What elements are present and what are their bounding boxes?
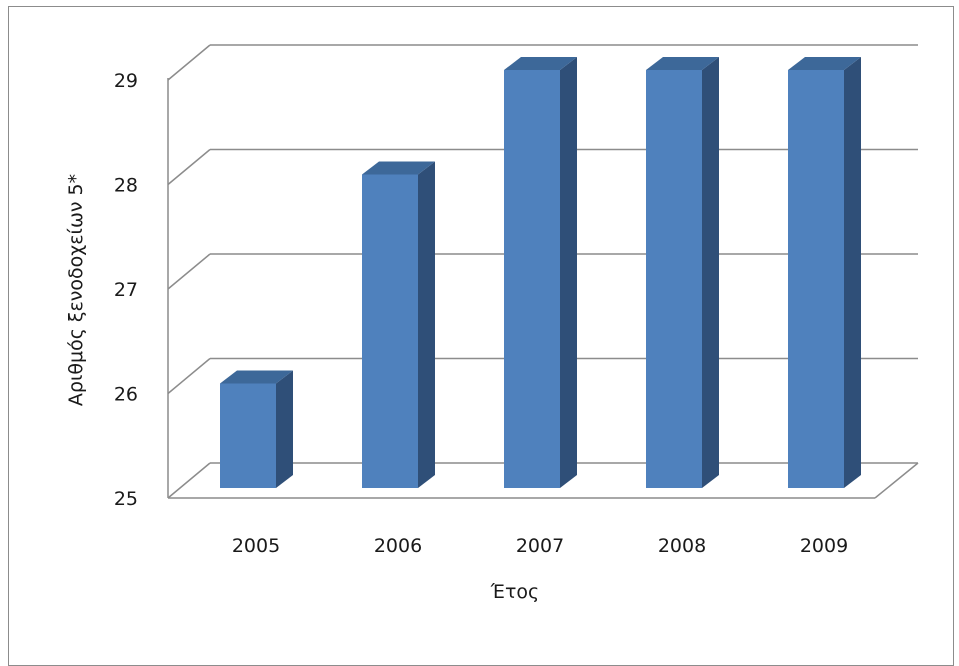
x-tick-label: 2009 (800, 535, 848, 557)
bar (220, 370, 293, 488)
bar-front (362, 174, 418, 488)
bar-front (788, 70, 844, 488)
bar-top (788, 57, 861, 70)
gridline-side (167, 148, 211, 186)
gridline-side (167, 357, 211, 395)
bar-front (220, 383, 276, 488)
bar (504, 57, 577, 488)
y-tick-label: 28 (114, 175, 138, 197)
ticks-layer: 25 26 27 28 29 2005 2006 2007 2008 2009 (114, 70, 848, 557)
y-tick-label: 27 (114, 279, 138, 301)
bar (788, 57, 861, 488)
bars-layer (220, 57, 861, 488)
bar (362, 161, 435, 488)
bar-side (418, 161, 435, 488)
bar-top (362, 161, 435, 175)
bar-top (504, 57, 577, 70)
bar-side (560, 57, 577, 488)
bar-side (702, 57, 719, 488)
bar-front (646, 70, 702, 488)
gridline-side (167, 253, 211, 290)
y-tick-label: 29 (114, 70, 138, 92)
x-tick-label: 2006 (374, 535, 422, 557)
gridline-side (167, 44, 211, 81)
floor-right-edge (874, 462, 919, 499)
y-tick-label: 25 (114, 488, 138, 510)
x-tick-label: 2008 (658, 535, 706, 557)
y-axis-title: Αριθμός ξενοδοχείων 5* (65, 174, 87, 406)
bar-top (220, 370, 293, 384)
x-tick-label: 2005 (232, 535, 280, 557)
bar-top (646, 57, 719, 70)
bar-side (844, 57, 861, 488)
y-tick-label: 26 (114, 384, 138, 406)
chart: 25 26 27 28 29 2005 2006 2007 2008 2009 Έτος Αριθ… (65, 44, 919, 603)
gridline-side (167, 462, 211, 499)
bar-front (504, 70, 560, 488)
bar (646, 57, 719, 488)
x-axis-title: Έτος (490, 581, 539, 603)
bar-side (276, 370, 293, 488)
x-tick-label: 2007 (516, 535, 564, 557)
